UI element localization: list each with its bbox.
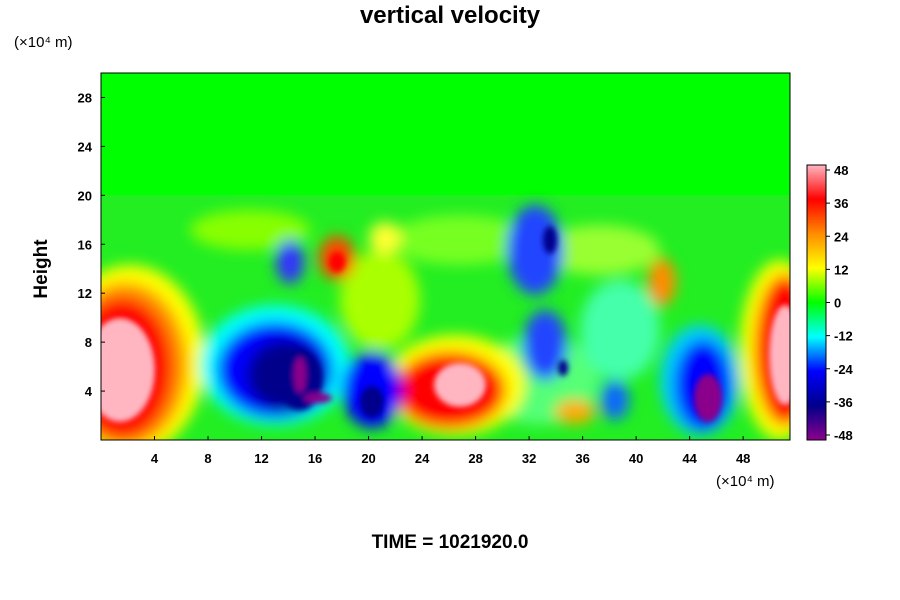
- colorbar-tick-label: -12: [834, 329, 853, 344]
- x-ticks: 4 8 12 16 20 24 28 32 36 40 44 48: [151, 436, 750, 466]
- colorbar-tick-label: 0: [834, 296, 841, 311]
- y-tick-label: 24: [78, 139, 93, 154]
- x-tick-label: 28: [468, 451, 482, 466]
- colorbar-tick-label: 36: [834, 196, 848, 211]
- colorbar-tick-label: 12: [834, 262, 848, 277]
- y-tick-label: 16: [78, 237, 92, 252]
- chart-title: vertical velocity: [359, 2, 541, 29]
- colorbar-ticks: 48 36 24 12 0 -12 -24 -36 -48: [826, 163, 854, 443]
- plot-frame: [100, 72, 791, 441]
- x-tick-label: 32: [522, 451, 536, 466]
- y-tick-label: 4: [85, 384, 93, 399]
- x-tick-label: 48: [736, 451, 750, 466]
- x-axis-unit: (×10⁴ m): [716, 473, 775, 490]
- colorbar: [806, 164, 827, 441]
- x-tick-label: 20: [361, 451, 375, 466]
- x-tick-label: 44: [682, 451, 697, 466]
- y-tick-label: 28: [78, 90, 92, 105]
- x-tick-label: 8: [204, 451, 211, 466]
- colorbar-tick-label: -24: [834, 362, 854, 377]
- x-tick-label: 4: [151, 451, 159, 466]
- y-tick-label: 20: [78, 188, 92, 203]
- colorbar-tick-label: 48: [834, 163, 848, 178]
- y-tick-label: 8: [85, 335, 92, 350]
- x-tick-label: 24: [415, 451, 430, 466]
- colorbar-tick-label: 24: [834, 229, 849, 244]
- y-tick-label: 12: [78, 286, 92, 301]
- x-tick-label: 40: [629, 451, 643, 466]
- x-tick-label: 12: [254, 451, 268, 466]
- y-ticks: 4 8 12 16 20 24 28: [78, 90, 105, 399]
- x-tick-label: 16: [308, 451, 322, 466]
- contour-field: [101, 73, 790, 440]
- colorbar-tick-label: -48: [834, 428, 853, 443]
- colorbar-tick-label: -36: [834, 395, 853, 410]
- time-label: TIME = 1021920.0: [371, 532, 529, 553]
- y-axis-unit: (×10⁴ m): [14, 34, 73, 51]
- x-tick-label: 36: [575, 451, 589, 466]
